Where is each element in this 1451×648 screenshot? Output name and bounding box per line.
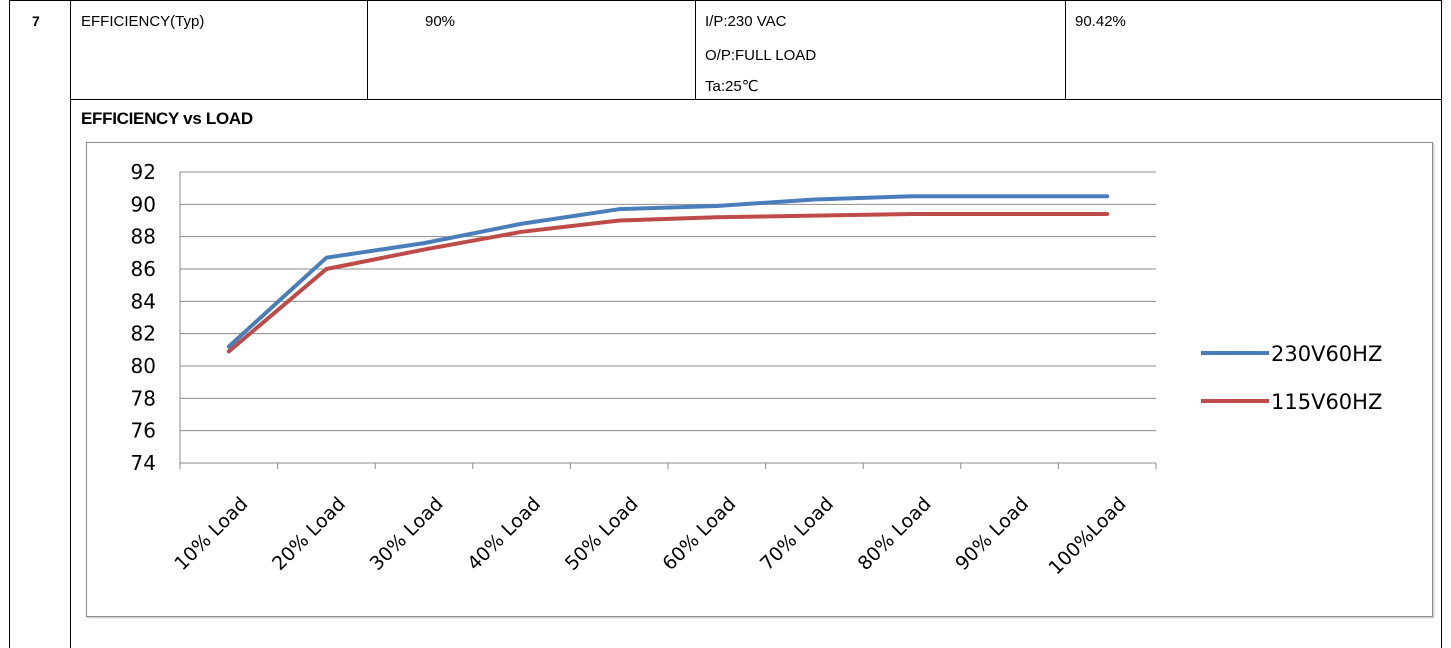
x-tick-label: 50% Load	[561, 493, 643, 575]
result-value: 90.42%	[1075, 13, 1126, 30]
series-line	[226, 194, 1110, 349]
y-tick-label: 80	[131, 354, 156, 378]
x-tick-label: 10% Load	[170, 493, 252, 575]
x-tick-label: 30% Load	[366, 493, 448, 575]
x-tick-label: 90% Load	[951, 493, 1033, 575]
table-left-border	[9, 0, 10, 648]
row-number: 7	[32, 13, 40, 29]
y-tick-label: 74	[131, 451, 156, 475]
y-tick-label: 88	[131, 225, 156, 249]
x-tick-label: 100%Load	[1045, 493, 1131, 579]
section-title: EFFICIENCY vs LOAD	[81, 109, 253, 128]
y-tick-label: 78	[131, 386, 156, 410]
item-name: EFFICIENCY(Typ)	[81, 13, 205, 30]
x-tick-label: 40% Load	[463, 493, 545, 575]
spec-value: 90%	[425, 13, 456, 30]
condition-column-border	[1065, 0, 1066, 99]
condition-input: I/P:230 VAC	[705, 13, 787, 30]
spec-column-border	[695, 0, 696, 99]
chart-frame: 92 90 88 86 84 82 80 78 76 74 10% Load 20% Load 30% …	[86, 142, 1433, 617]
y-tick-label: 76	[131, 419, 156, 443]
efficiency-chart: 92 90 88 86 84 82 80 78 76 74 10% Load 20% Load 30% …	[131, 160, 1383, 579]
x-tick-label: 70% Load	[756, 493, 838, 575]
item-column-border	[367, 0, 368, 99]
y-tick-label: 92	[131, 160, 156, 184]
row-divider	[70, 99, 1441, 100]
table-right-border	[1441, 0, 1442, 648]
x-tick-label: 80% Load	[854, 493, 936, 575]
x-tick-label: 20% Load	[268, 493, 350, 575]
condition-output: O/P:FULL LOAD	[705, 47, 817, 64]
legend-label: 230V60HZ	[1271, 342, 1382, 366]
x-tick-label: 60% Load	[658, 493, 740, 575]
y-tick-label: 82	[131, 322, 156, 346]
number-column-border	[70, 0, 71, 648]
table-top-border	[9, 0, 1441, 1]
series-line	[226, 212, 1110, 354]
legend-label: 115V60HZ	[1271, 390, 1382, 414]
y-tick-label: 86	[131, 257, 156, 281]
condition-ambient: Ta:25℃	[705, 78, 759, 95]
y-tick-label: 90	[131, 192, 156, 216]
y-tick-label: 84	[131, 289, 156, 313]
